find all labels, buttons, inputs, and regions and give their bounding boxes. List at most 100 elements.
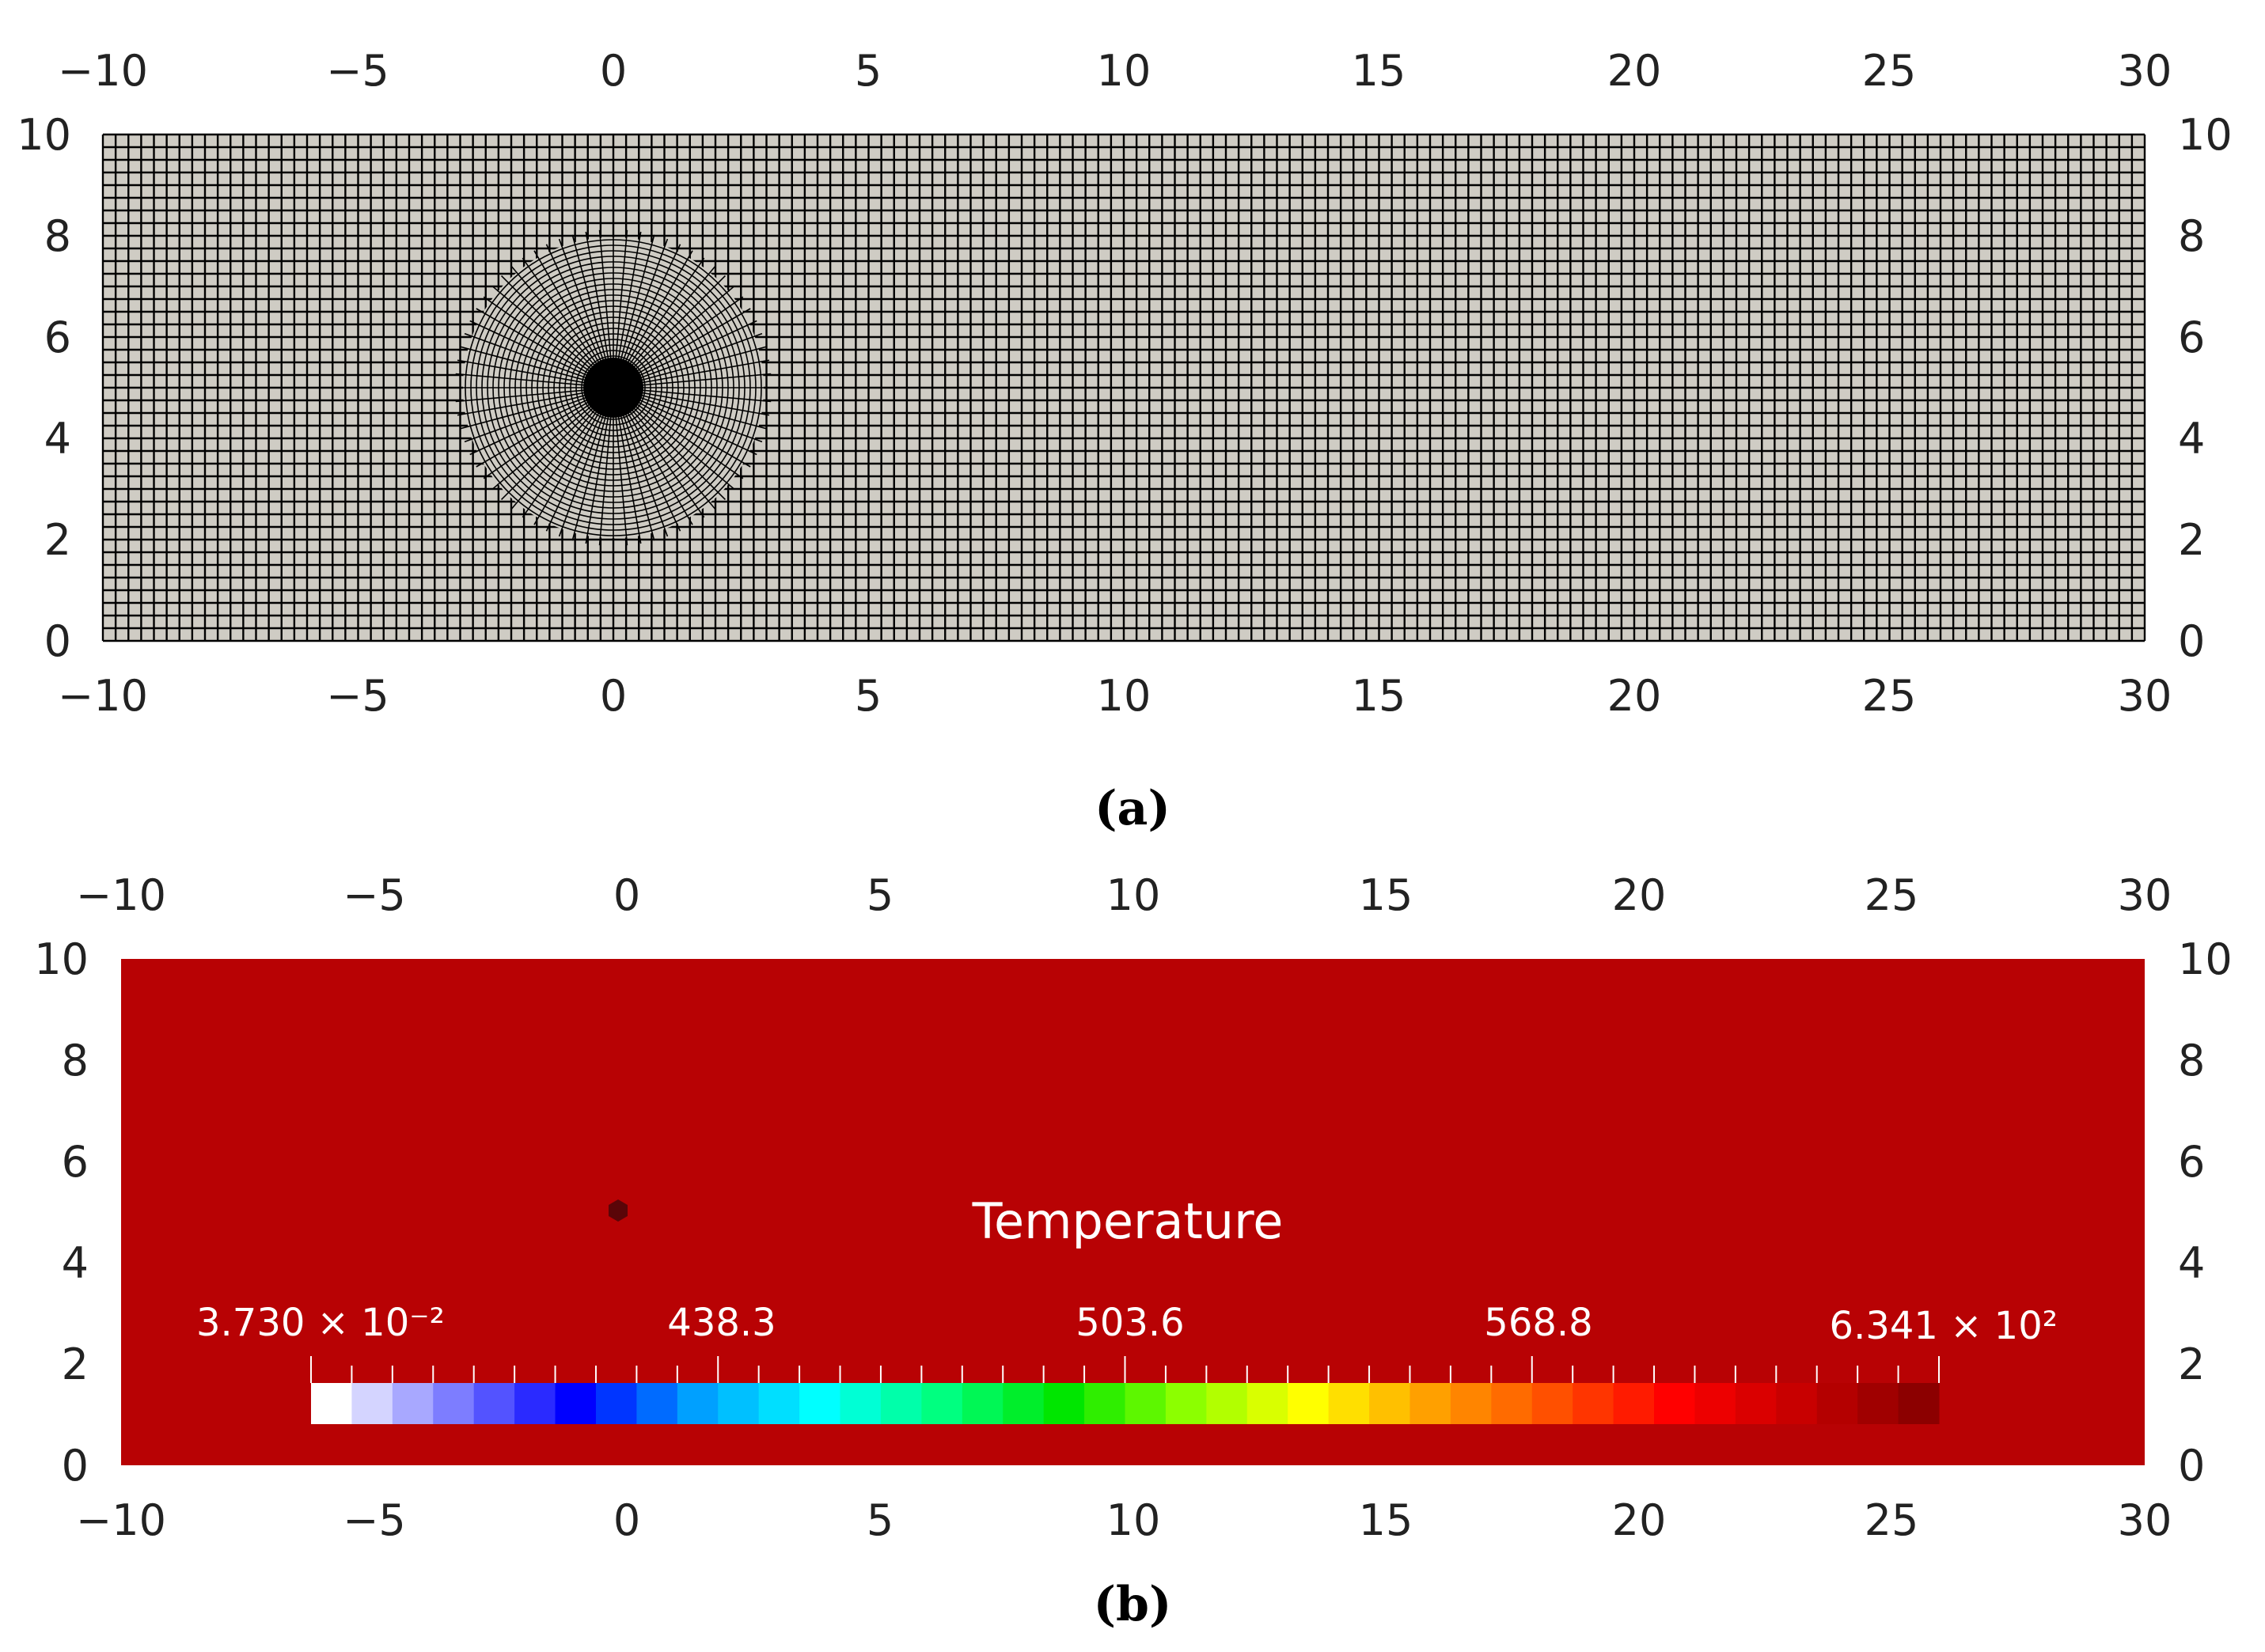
colorbar-segment [1450, 1383, 1492, 1424]
x-tick: 25 [1865, 870, 1919, 920]
colorbar-segment [880, 1383, 922, 1424]
y-tick: 2 [62, 1339, 89, 1389]
x-tick: 30 [2118, 870, 2172, 920]
x-tick: 20 [1612, 1495, 1667, 1545]
x-tick: 5 [855, 46, 882, 96]
colorbar-segment [1735, 1383, 1777, 1424]
colorbar-label: 503.6 [1076, 1301, 1184, 1345]
x-tick: −10 [58, 671, 148, 721]
y-tick: 0 [62, 1441, 89, 1491]
colorbar-segment [1694, 1383, 1736, 1424]
panel-a: −10 −5 0 5 10 15 20 25 30 −10 −5 0 5 10 … [17, 46, 2232, 836]
x-tick: 25 [1862, 671, 1917, 721]
colorbar-title: Temperature [972, 1192, 1284, 1250]
x-tick: 0 [613, 870, 640, 920]
x-tick: 15 [1359, 870, 1413, 920]
y-tick: 6 [62, 1137, 89, 1187]
colorbar-segment [1898, 1383, 1940, 1424]
colorbar-segment [636, 1383, 678, 1424]
y-tick: 4 [62, 1238, 89, 1288]
colorbar-segment [1776, 1383, 1818, 1424]
colorbar-segment [1246, 1383, 1288, 1424]
x-tick: 0 [613, 1495, 640, 1545]
x-tick: 25 [1862, 46, 1917, 96]
temperature-field [121, 959, 2145, 1465]
panel-b: Temperature 3.730 × 10⁻² 438.3 503.6 5 6 8… [34, 870, 2232, 1632]
x-axis-top: −10 −5 0 5 10 15 20 25 30 [58, 46, 2172, 96]
x-tick: 0 [600, 46, 627, 96]
colorbar-segment [799, 1383, 841, 1424]
colorbar: Temperature 3.730 × 10⁻² 438.3 503.6 568… [196, 1192, 2058, 1424]
x-tick: 10 [1106, 1495, 1161, 1545]
colorbar-segment [840, 1383, 882, 1424]
x-tick: 15 [1359, 1495, 1413, 1545]
y-axis-left: 0 2 4 6 8 10 [34, 934, 89, 1491]
x-tick: 10 [1106, 870, 1161, 920]
y-tick: 8 [2178, 211, 2205, 261]
y-tick: 0 [2178, 1441, 2205, 1491]
x-tick: 20 [1607, 46, 1662, 96]
x-tick: 5 [867, 1495, 893, 1545]
colorbar-segment [311, 1383, 352, 1424]
colorbar-segment [1573, 1383, 1614, 1424]
x-tick: 5 [867, 870, 893, 920]
colorbar-segment [1531, 1383, 1573, 1424]
y-tick: 2 [2178, 1339, 2205, 1389]
colorbar-segment [595, 1383, 637, 1424]
y-tick: 6 [2178, 313, 2205, 362]
y-axis-right: 0 2 4 6 8 10 [2178, 110, 2233, 666]
colorbar-segment [1613, 1383, 1655, 1424]
refine-core [583, 358, 643, 418]
y-tick: 0 [44, 616, 71, 666]
colorbar-segment [1409, 1383, 1451, 1424]
hot-spot [609, 1199, 628, 1222]
x-tick: −5 [326, 671, 389, 721]
colorbar-segment [921, 1383, 963, 1424]
x-tick: −10 [76, 1495, 166, 1545]
colorbar-segment [962, 1383, 1004, 1424]
y-tick: 4 [2178, 414, 2205, 464]
colorbar-segment [1084, 1383, 1125, 1424]
colorbar-label-max: 6.341 × 10² [1830, 1304, 2058, 1348]
colorbar-segment [1654, 1383, 1695, 1424]
y-tick: 6 [2178, 1137, 2205, 1187]
x-tick: −5 [343, 870, 406, 920]
colorbar-segment [1328, 1383, 1370, 1424]
mesh-grid [101, 133, 2146, 642]
y-tick: 4 [2178, 1238, 2205, 1288]
y-axis-right: 0 2 4 6 8 10 [2178, 934, 2233, 1491]
x-tick: 30 [2118, 671, 2172, 721]
colorbar-segment [1857, 1383, 1899, 1424]
x-tick: −5 [343, 1495, 406, 1545]
x-tick: 25 [1865, 1495, 1919, 1545]
x-axis-bottom: −10 −5 0 5 10 15 20 25 30 [58, 671, 2172, 721]
colorbar-segment [1003, 1383, 1045, 1424]
y-axis-left: 0 2 4 6 8 10 [17, 110, 71, 666]
colorbar-ticks [310, 1356, 1940, 1383]
y-tick: 10 [17, 110, 71, 160]
x-tick: 30 [2118, 46, 2172, 96]
colorbar-segment [1288, 1383, 1330, 1424]
colorbar-label: 438.3 [667, 1301, 776, 1345]
x-tick: 15 [1352, 671, 1406, 721]
y-tick: 8 [44, 211, 71, 261]
x-tick: −5 [326, 46, 389, 96]
y-tick: 2 [44, 515, 71, 565]
panel-caption-b: (b) [1094, 1577, 1172, 1632]
x-tick: 0 [600, 671, 627, 721]
x-tick: 20 [1607, 671, 1662, 721]
colorbar-segment [433, 1383, 475, 1424]
x-tick: 30 [2118, 1495, 2172, 1545]
colorbar-segment [473, 1383, 515, 1424]
y-tick: 8 [2178, 1036, 2205, 1086]
colorbar-segment [1816, 1383, 1858, 1424]
colorbar-segment [1491, 1383, 1533, 1424]
colorbar-label-min: 3.730 × 10⁻² [196, 1301, 445, 1345]
y-tick: 2 [2178, 515, 2205, 565]
y-tick: 8 [62, 1036, 89, 1086]
x-tick: 5 [855, 671, 882, 721]
x-tick: −10 [76, 870, 166, 920]
y-tick: 0 [2178, 616, 2205, 666]
colorbar-segment [392, 1383, 434, 1424]
x-tick: 10 [1097, 671, 1151, 721]
